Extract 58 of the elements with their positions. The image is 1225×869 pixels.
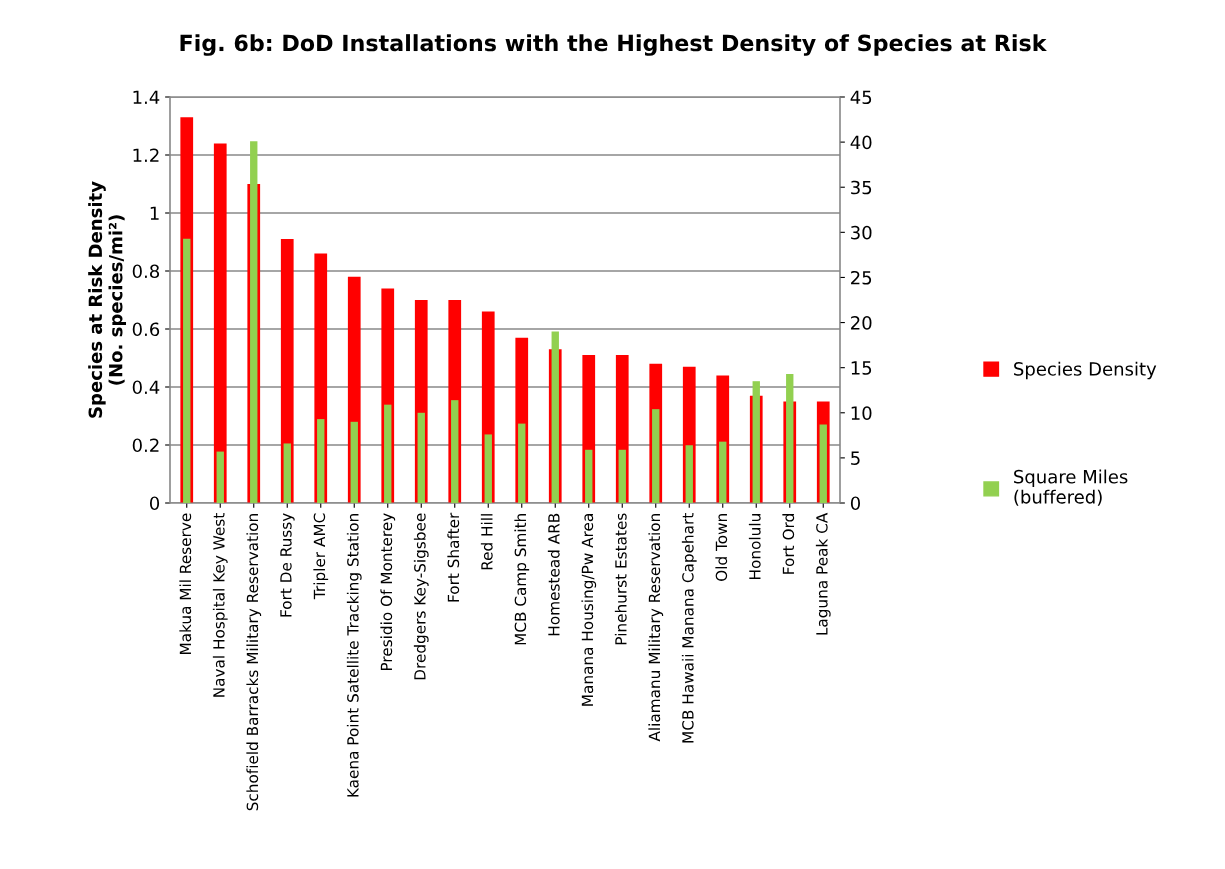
x-tick-label: Schofield Barracks Military Reservation: [246, 514, 262, 811]
x-tick-label: Honolulu: [748, 514, 761, 579]
legend-label: Species Density: [1014, 361, 1157, 380]
bar: [652, 409, 660, 503]
y-tick-label: 0.8: [132, 264, 160, 279]
bar: [685, 445, 693, 503]
y2-tick-label: 0: [850, 496, 861, 511]
x-tick-label: MCB Hawaii Manana Capehart: [681, 513, 697, 743]
bar: [451, 400, 459, 503]
x-tick-label: Naval Hospital Key West: [212, 513, 228, 697]
y-tick-label: 1.2: [133, 148, 159, 162]
y2-tick-label: 25: [851, 270, 872, 285]
bar: [719, 441, 727, 503]
x-tick-label: Red Hill: [480, 514, 493, 570]
x-tick-label: Laguna Peak CA: [815, 512, 831, 635]
x-tick-label: Presidio Of Monterey: [380, 513, 396, 671]
y-axis-title: Species at Risk Density (No. species/mi²): [88, 181, 127, 418]
y2-tick-label: 5: [851, 451, 860, 466]
y2-tick-label: 15: [851, 361, 872, 375]
x-tick-label: Fort Ord: [782, 514, 795, 574]
bar: [518, 423, 526, 503]
y-tick-label: 0.6: [132, 322, 160, 337]
bar: [484, 434, 492, 503]
chart-title: Fig. 6b: DoD Installations with the Highest Density of Species at Risk: [180, 34, 1047, 56]
x-tick-label: Manana Housing/Pw Area: [581, 514, 597, 706]
x-tick-label: MCB Camp Smith: [514, 514, 530, 645]
y-tick-label: 1.4: [133, 90, 160, 104]
x-tick-label: Fort De Russy: [280, 513, 295, 617]
bar: [585, 449, 593, 503]
y2-tick-label: 35: [851, 180, 872, 195]
bar: [216, 451, 224, 503]
x-tick-label: Dredgers Key-Sigsbee: [413, 513, 429, 680]
legend-label: Square Miles (buffered): [1014, 469, 1128, 506]
bar: [283, 443, 291, 503]
x-tick-label: Old Town: [715, 514, 728, 581]
bar: [183, 238, 191, 503]
x-tick-label: Makua Mil Reserve: [179, 513, 192, 654]
y2-tick-label: 45: [850, 90, 872, 105]
x-tick-label: Kaena Point Satellite Tracking Station: [346, 514, 362, 797]
y2-tick-label: 20: [851, 316, 872, 330]
y-tick-label: 0.2: [132, 438, 159, 453]
bar: [384, 404, 392, 503]
x-tick-label: Fort Shafter: [447, 512, 460, 602]
y2-tick-label: 10: [851, 406, 872, 420]
x-tick-label: Tripler AMC: [313, 513, 329, 600]
y-tick-label: 0.4: [132, 380, 160, 395]
x-tick-label: Aliamanu Military Reservation: [648, 514, 664, 742]
bar: [317, 419, 325, 503]
y2-tick-label: 40: [850, 135, 872, 150]
x-tick-label: Pinehurst Estates: [614, 513, 627, 645]
bar: [618, 449, 626, 503]
bar: [213, 143, 227, 503]
bar: [417, 412, 425, 503]
y-tick-label: 0: [149, 496, 160, 511]
x-tick-label: Homestead ARB: [547, 513, 560, 636]
y-tick-label: 1: [150, 206, 159, 220]
bar: [350, 421, 358, 503]
y2-tick-label: 30: [851, 225, 872, 240]
